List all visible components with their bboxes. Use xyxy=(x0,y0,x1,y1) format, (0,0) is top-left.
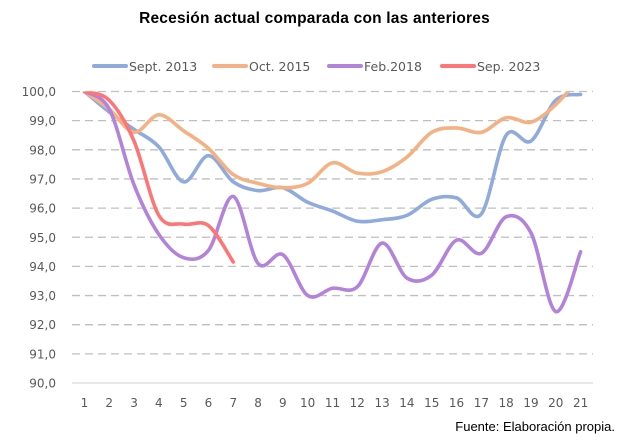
legend-swatch-sep-2023 xyxy=(440,64,476,68)
x-tick-label: 12 xyxy=(350,396,365,410)
y-tick-label: 98,0 xyxy=(29,143,56,157)
series-lines xyxy=(82,91,583,314)
y-tick-label: 95,0 xyxy=(29,231,56,245)
x-tick-label: 4 xyxy=(155,396,163,410)
x-tick-label: 6 xyxy=(205,396,213,410)
y-tick-label: 100,0 xyxy=(22,85,56,99)
x-tick-label: 19 xyxy=(523,396,538,410)
chart-title: Recesión actual comparada con las anteri… xyxy=(139,10,490,27)
x-tick-label: 8 xyxy=(254,396,262,410)
legend-label-oct-2015: Oct. 2015 xyxy=(249,58,311,74)
source-note: Fuente: Elaboración propia. xyxy=(455,419,615,434)
x-tick-label: 2 xyxy=(105,396,113,410)
legend-swatch-oct-2015 xyxy=(212,64,248,68)
y-tick-label: 99,0 xyxy=(29,114,56,128)
legend-item-oct-2015: Oct. 2015 xyxy=(212,57,310,75)
x-tick-label: 18 xyxy=(499,396,514,410)
legend-label-sep-2023: Sep. 2023 xyxy=(477,58,541,74)
legend-item-sept-2013: Sept. 2013 xyxy=(92,57,197,75)
x-tick-label: 9 xyxy=(279,396,287,410)
series-line-oct-2015 xyxy=(82,91,571,190)
y-tick-label: 92,0 xyxy=(29,318,56,332)
x-tick-label: 15 xyxy=(424,396,439,410)
x-tick-label: 16 xyxy=(449,396,464,410)
legend-label-feb-2018: Feb.2018 xyxy=(364,58,422,74)
legend: Sept. 2013 Oct. 2015 Feb.2018 Sep. 2023 xyxy=(0,57,629,75)
series-line-sep-2023 xyxy=(82,91,236,264)
y-tick-label: 97,0 xyxy=(29,172,56,186)
x-tick-label: 13 xyxy=(374,396,389,410)
x-tick-label: 14 xyxy=(399,396,414,410)
legend-label-sept-2013: Sept. 2013 xyxy=(129,58,198,74)
x-axis-ticks: 1 2 3 4 5 6 7 8 9 10 11 12 13 14 15 16 17 18 19 20 21 xyxy=(81,396,589,410)
y-tick-label: 91,0 xyxy=(29,347,56,361)
legend-item-feb-2018: Feb.2018 xyxy=(327,57,422,75)
series-line-sept-2013 xyxy=(82,91,583,224)
y-axis-ticks: 90,0 91,0 92,0 93,0 94,0 95,0 96,0 97,0 98,0 99,0… xyxy=(22,85,56,391)
x-tick-label: 20 xyxy=(548,396,563,410)
x-tick-label: 7 xyxy=(229,396,237,410)
x-tick-label: 21 xyxy=(573,396,588,410)
x-tick-label: 10 xyxy=(300,396,315,410)
legend-item-sep-2023: Sep. 2023 xyxy=(440,57,540,75)
legend-swatch-sept-2013 xyxy=(92,64,128,68)
x-tick-label: 11 xyxy=(325,396,340,410)
x-tick-label: 17 xyxy=(474,396,489,410)
gridlines xyxy=(72,90,593,355)
y-tick-label: 96,0 xyxy=(29,202,56,216)
y-tick-label: 93,0 xyxy=(29,289,56,303)
x-tick-label: 5 xyxy=(180,396,188,410)
legend-swatch-feb-2018 xyxy=(327,64,363,68)
y-tick-label: 90,0 xyxy=(29,377,56,391)
x-tick-label: 1 xyxy=(81,396,89,410)
y-tick-label: 94,0 xyxy=(29,260,56,274)
x-tick-label: 3 xyxy=(130,396,138,410)
series-line-feb-2018 xyxy=(82,91,583,314)
